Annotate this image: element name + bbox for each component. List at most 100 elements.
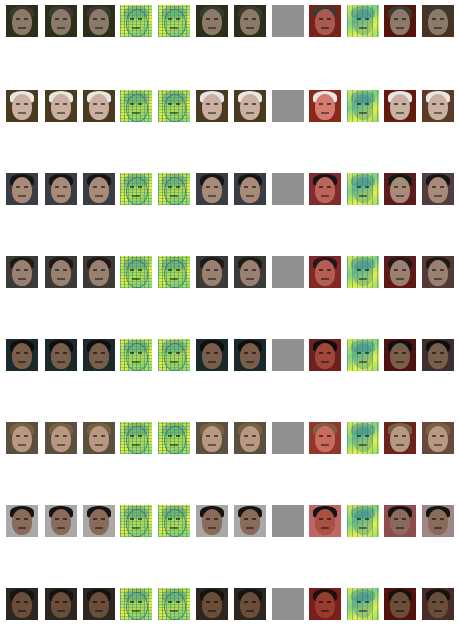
tile-face xyxy=(353,9,373,35)
grid-tile xyxy=(120,173,152,205)
tile-eye xyxy=(394,435,398,437)
tile-eye xyxy=(101,435,105,437)
tile-face xyxy=(428,426,448,452)
tile-face xyxy=(240,343,260,369)
tile-mouth xyxy=(396,527,404,529)
tile-face xyxy=(89,343,109,369)
grid-tile xyxy=(272,256,304,288)
tile-eye xyxy=(130,518,134,520)
tile-eye xyxy=(63,352,67,354)
tile-eye xyxy=(16,352,20,354)
tile-background xyxy=(347,256,379,288)
grid-tile xyxy=(234,588,266,620)
tile-face xyxy=(428,592,448,618)
tile-face xyxy=(12,9,32,35)
tile-eye xyxy=(130,18,134,20)
tile-eye xyxy=(319,186,323,188)
tile-mouth xyxy=(434,195,442,197)
tile-eye xyxy=(24,601,28,603)
tile-eye xyxy=(63,269,67,271)
grid-tile xyxy=(272,5,304,37)
tile-eye xyxy=(130,435,134,437)
tile-eye xyxy=(130,186,134,188)
grid-tile xyxy=(45,5,77,37)
tile-mouth xyxy=(170,278,178,280)
tile-face xyxy=(353,509,373,535)
tile-eye xyxy=(214,601,218,603)
tile-eye xyxy=(319,601,323,603)
tile-hair xyxy=(351,6,375,18)
tile-eye xyxy=(357,186,361,188)
tile-eye xyxy=(252,601,256,603)
tile-eye xyxy=(176,435,180,437)
tile-eye xyxy=(394,518,398,520)
tile-face xyxy=(390,177,410,203)
tile-hair xyxy=(351,340,375,352)
tile-eye xyxy=(206,518,210,520)
tile-eye xyxy=(327,269,331,271)
tile-mouth xyxy=(359,27,367,29)
tile-mouth xyxy=(95,444,103,446)
tile-face xyxy=(390,426,410,452)
grid-tile xyxy=(384,422,416,454)
tile-background xyxy=(272,173,304,205)
grid-tile xyxy=(309,422,341,454)
tile-mouth xyxy=(170,444,178,446)
tile-eye xyxy=(130,269,134,271)
tile-mouth xyxy=(359,112,367,114)
tile-eye xyxy=(394,186,398,188)
tile-eye xyxy=(101,601,105,603)
tile-face xyxy=(353,426,373,452)
tile-eye xyxy=(327,518,331,520)
tile-mouth xyxy=(321,195,329,197)
tile-eye xyxy=(138,352,142,354)
tile-face xyxy=(390,509,410,535)
tile-hair xyxy=(351,506,375,518)
tile-hair xyxy=(351,174,375,186)
grid-tile xyxy=(347,422,379,454)
tile-eye xyxy=(93,186,97,188)
tile-mouth xyxy=(396,610,404,612)
tile-eye xyxy=(252,352,256,354)
tile-eye xyxy=(168,352,172,354)
grid-tile xyxy=(120,422,152,454)
tile-mouth xyxy=(132,527,140,529)
tile-eye xyxy=(244,518,248,520)
grid-tile xyxy=(272,339,304,371)
tile-mouth xyxy=(95,527,103,529)
tile-eye xyxy=(16,269,20,271)
tile-mouth xyxy=(434,361,442,363)
tile-eye xyxy=(55,186,59,188)
tile-face xyxy=(315,177,335,203)
tile-mouth xyxy=(396,444,404,446)
tile-eye xyxy=(16,103,20,105)
tile-eye xyxy=(244,269,248,271)
tile-eye xyxy=(244,435,248,437)
tile-face xyxy=(164,509,186,537)
tile-eye xyxy=(244,18,248,20)
tile-eye xyxy=(402,352,406,354)
tile-background xyxy=(347,339,379,371)
tile-eye xyxy=(55,518,59,520)
tile-eye xyxy=(93,435,97,437)
grid-tile xyxy=(158,173,190,205)
tile-mouth xyxy=(396,195,404,197)
tile-eye xyxy=(402,186,406,188)
tile-eye xyxy=(394,601,398,603)
tile-mouth xyxy=(208,278,216,280)
tile-eye xyxy=(206,269,210,271)
tile-face xyxy=(51,509,71,535)
tile-face xyxy=(51,9,71,35)
grid-tile xyxy=(422,422,454,454)
tile-mouth xyxy=(321,610,329,612)
tile-eye xyxy=(206,352,210,354)
tile-eye xyxy=(214,518,218,520)
tile-eye xyxy=(440,352,444,354)
tile-face xyxy=(390,260,410,286)
tile-mouth xyxy=(246,527,254,529)
tile-eye xyxy=(24,186,28,188)
grid-tile xyxy=(272,588,304,620)
grid-tile xyxy=(158,422,190,454)
tile-eye xyxy=(101,269,105,271)
